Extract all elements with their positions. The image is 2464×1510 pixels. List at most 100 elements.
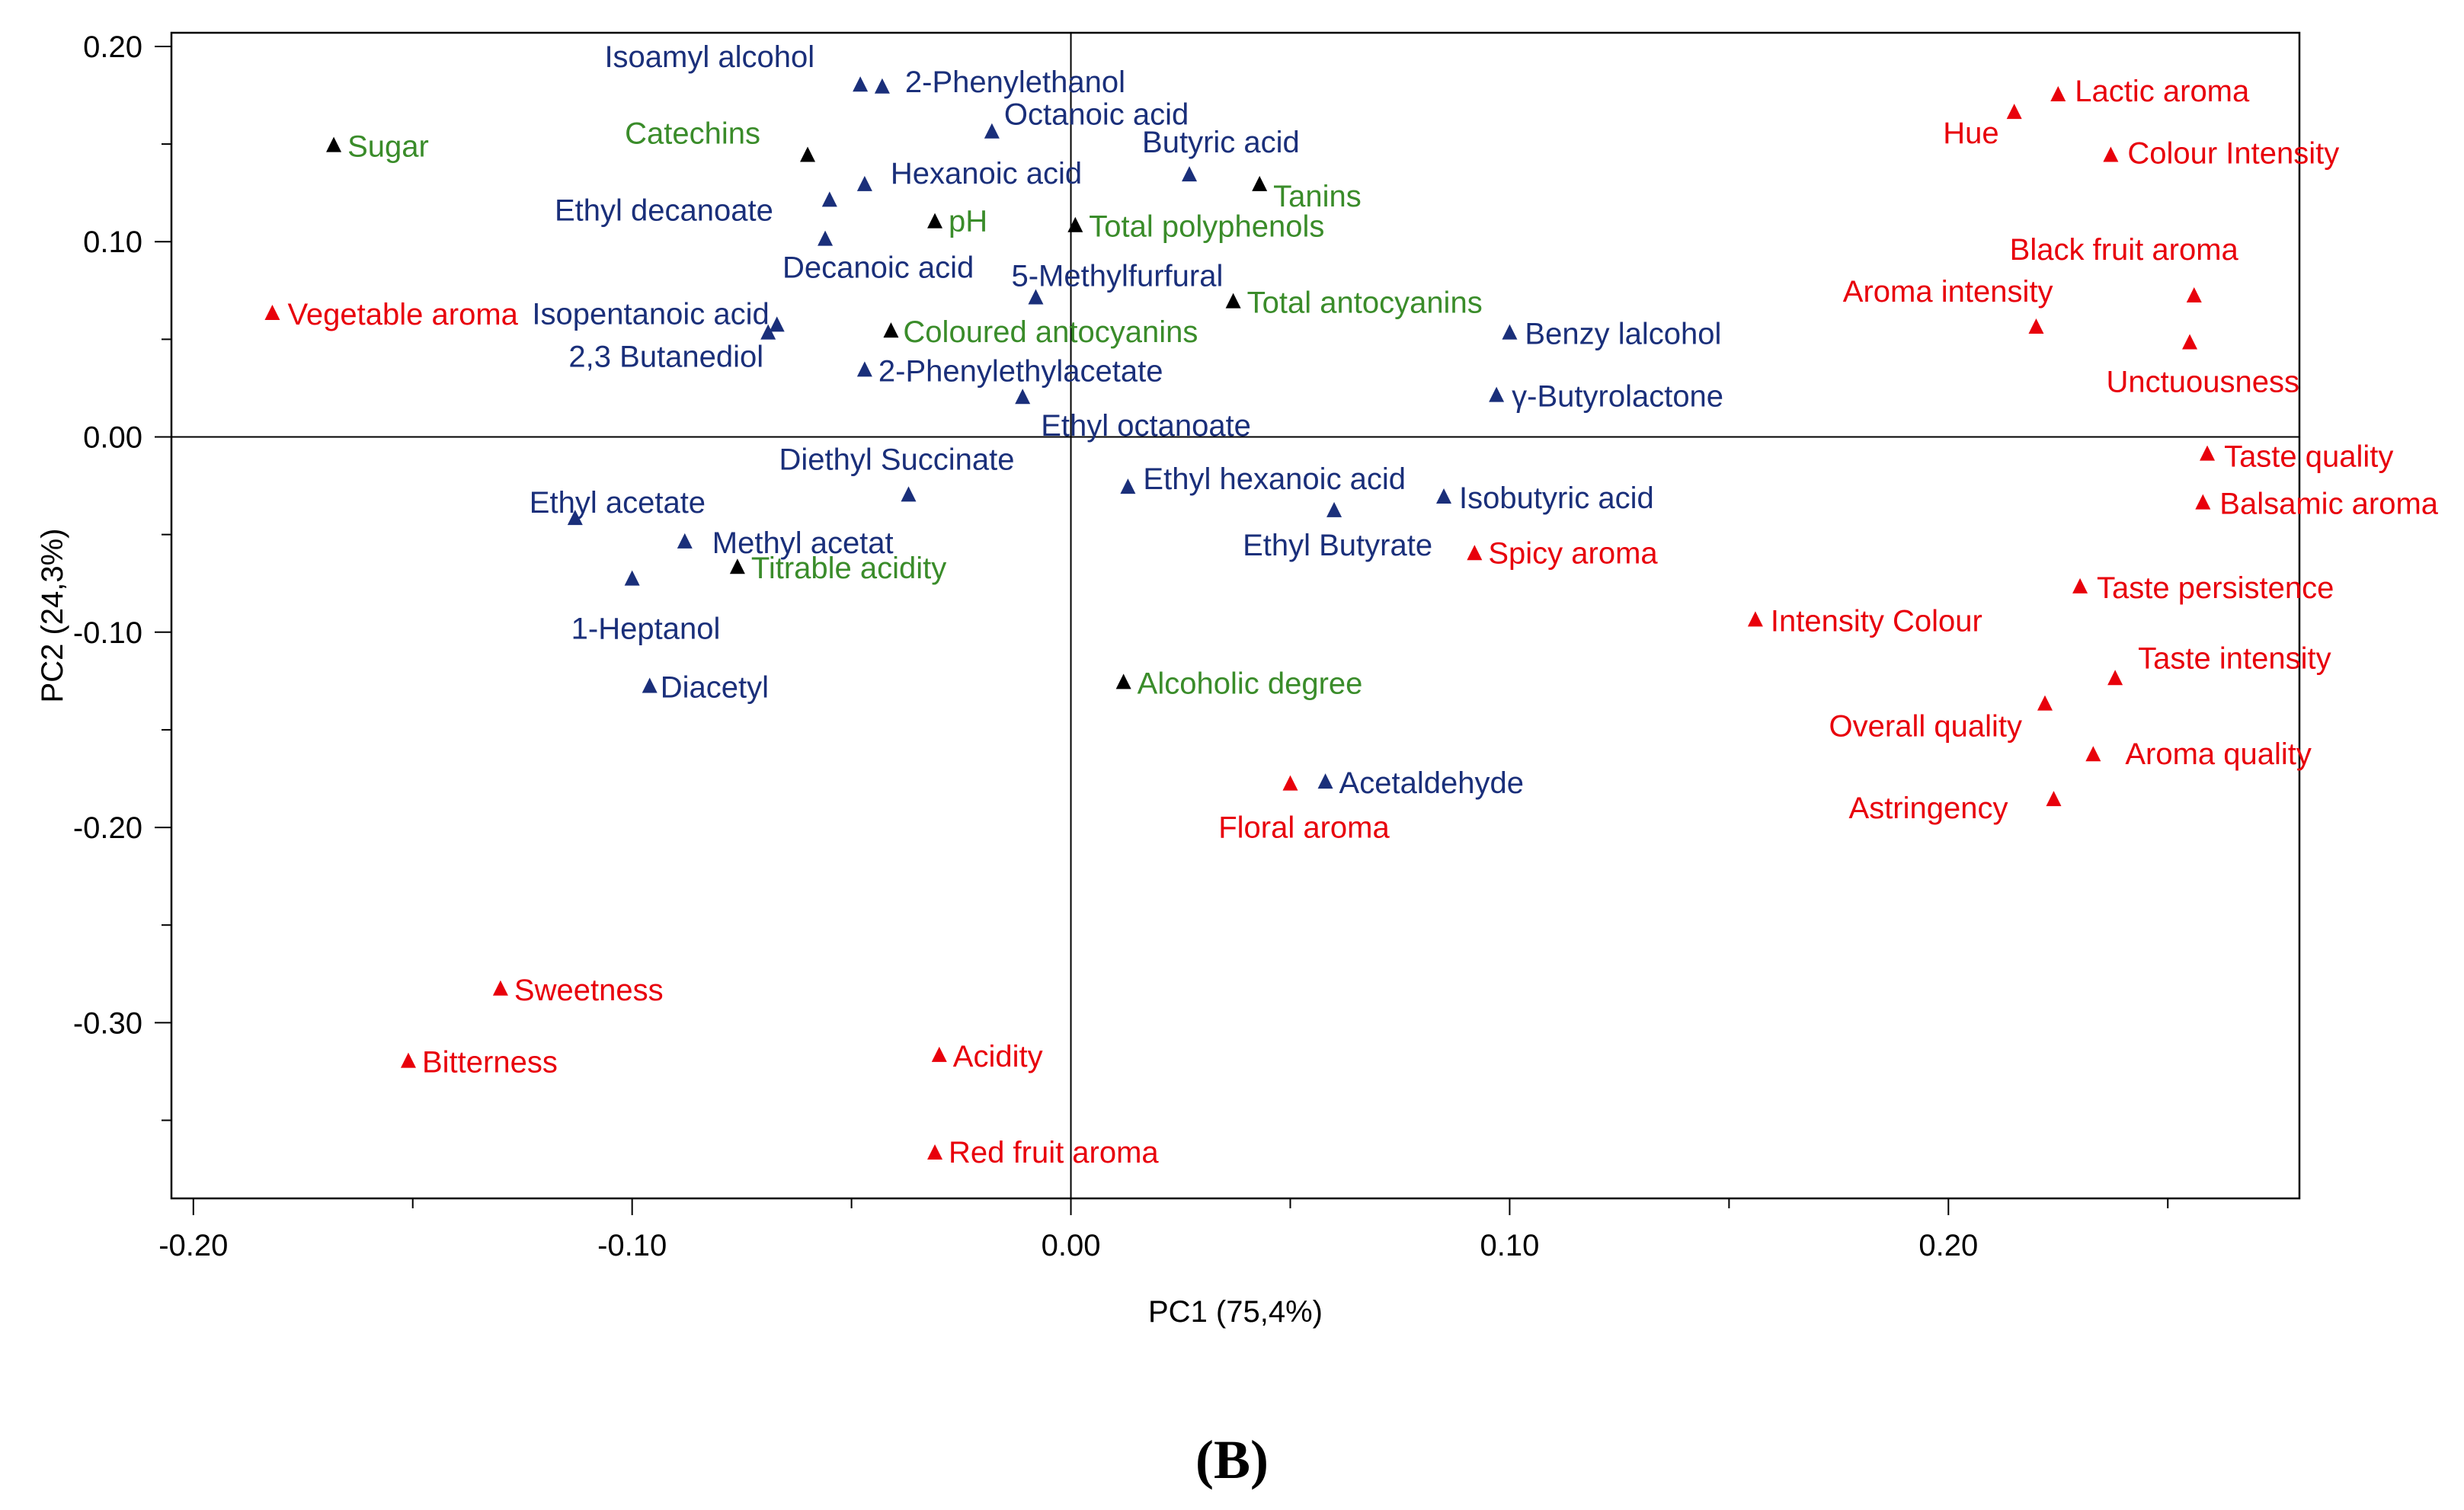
point-marker-butyric-acid — [1182, 166, 1198, 182]
x-axis-title: PC1 (75,4%) — [1148, 1295, 1323, 1329]
point-label-aroma-quality: Aroma quality — [2125, 737, 2312, 771]
point-marker-2-3-butanediol — [760, 324, 776, 340]
point-label-taste-intensity: Taste intensity — [2138, 641, 2331, 675]
point-marker-butyrolactone — [1489, 386, 1505, 402]
point-label-acidity: Acidity — [953, 1040, 1043, 1073]
point-label-total-antocyanins: Total antocyanins — [1247, 286, 1483, 320]
point-label-acetaldehyde: Acetaldehyde — [1339, 766, 1524, 800]
point-marker-hexanoic-acid — [856, 175, 872, 191]
point-label-ph: pH — [949, 205, 987, 238]
y-axis-title: PC2 (24,3%) — [36, 529, 69, 703]
point-marker-5-methylfurfural — [1028, 289, 1044, 305]
y-tick-label: 0.10 — [83, 226, 142, 259]
point-marker-diacetyl — [642, 677, 658, 693]
point-label-alcoholic-degree: Alcoholic degree — [1138, 667, 1363, 700]
point-label-sweetness: Sweetness — [514, 974, 664, 1007]
point-label-1-heptanol: 1-Heptanol — [571, 613, 721, 646]
point-label-decanoic-acid: Decanoic acid — [782, 251, 974, 285]
point-label-2-phenylethylacetate: 2-Phenylethylacetate — [878, 354, 1163, 388]
point-label-diethyl-succinate: Diethyl Succinate — [779, 443, 1014, 476]
y-tick-label: 0.20 — [83, 30, 142, 64]
point-marker-vegetable-aroma — [264, 305, 280, 321]
x-axis-ticks: -0.20 -0.10 0.00 0.10 0.20 — [158, 1198, 2169, 1262]
point-marker-diethyl-succinate — [901, 486, 917, 502]
point-marker-ethyl-butyrate — [1326, 501, 1342, 517]
point-marker-balsamic-aroma — [2195, 494, 2211, 510]
point-marker-lactic-aroma — [2050, 86, 2066, 102]
y-tick-label: -0.30 — [73, 1006, 142, 1040]
point-marker-2-phenylethylacetate — [856, 361, 872, 377]
point-marker-taste-quality — [2200, 445, 2216, 461]
series-sensory-attributes: Lactic aroma Hue Colour Intensity Black fru… — [264, 75, 2439, 1169]
point-label-ethyl-octanoate: Ethyl octanoate — [1041, 409, 1251, 443]
point-label-butyric-acid: Butyric acid — [1142, 126, 1300, 159]
point-label-isoamyl-alcohol: Isoamyl alcohol — [604, 40, 814, 74]
x-tick-label: 0.10 — [1480, 1229, 1539, 1262]
point-marker-isopentanoic-acid — [769, 316, 785, 332]
point-marker-ethyl-decanoate — [821, 191, 837, 207]
data-points: Lactic aroma Hue Colour Intensity Black fru… — [264, 40, 2439, 1169]
point-marker-black-fruit-aroma — [2186, 286, 2202, 302]
point-marker-ethyl-hexanoic-acid — [1120, 478, 1136, 494]
x-tick-label: 0.20 — [1918, 1229, 1978, 1262]
point-marker-catechins — [800, 146, 816, 162]
point-label-vegetable-aroma: Vegetable aroma — [287, 298, 518, 331]
point-label-diacetyl: Diacetyl — [661, 671, 769, 705]
point-marker-hue — [2006, 104, 2022, 120]
point-label-hue: Hue — [1943, 117, 1998, 150]
point-marker-astringency — [2046, 791, 2062, 807]
plot-frame — [170, 31, 2301, 1200]
point-label-ethyl-butyrate: Ethyl Butyrate — [1243, 529, 1432, 562]
point-label-astringency: Astringency — [1849, 792, 2008, 825]
point-marker-aroma-intensity — [2028, 318, 2044, 334]
point-label-black-fruit-aroma: Black fruit aroma — [2010, 233, 2239, 267]
point-label-methyl-acetat: Methyl acetat — [712, 526, 894, 560]
y-tick-label: -0.10 — [73, 616, 142, 650]
point-label-aroma-intensity: Aroma intensity — [1843, 275, 2053, 309]
point-marker-taste-persistence — [2072, 577, 2088, 593]
point-label-sugar: Sugar — [347, 130, 429, 164]
point-label-colour-intensity: Colour Intensity — [2127, 136, 2339, 170]
point-marker-red-fruit-aroma — [927, 1144, 943, 1160]
point-marker-isoamyl-alcohol — [853, 76, 869, 92]
point-marker-total-polyphenols — [1067, 216, 1083, 232]
point-marker-sweetness — [492, 980, 508, 996]
point-marker-methyl-acetat — [677, 533, 693, 549]
point-marker-1-heptanol — [624, 570, 640, 586]
point-marker-ph — [927, 213, 943, 229]
point-marker-isobutyric-acid — [1436, 488, 1452, 504]
point-label-5-methylfurfural: 5-Methylfurfural — [1011, 260, 1223, 293]
y-tick-label: 0.00 — [83, 421, 142, 455]
point-marker-colour-intensity — [2103, 146, 2119, 162]
point-label-overall-quality: Overall quality — [1829, 710, 2022, 744]
point-label-taste-persistence: Taste persistence — [2097, 571, 2334, 605]
point-label-red-fruit-aroma: Red fruit aroma — [949, 1136, 1159, 1169]
point-marker-acetaldehyde — [1317, 773, 1333, 789]
point-label-isopentanoic-acid: Isopentanoic acid — [532, 297, 769, 331]
point-label-tanins: Tanins — [1273, 180, 1362, 213]
point-marker-spicy-aroma — [1467, 545, 1483, 561]
point-marker-floral-aroma — [1282, 775, 1298, 791]
point-marker-benzy-lalcohol — [1502, 324, 1518, 340]
point-marker-ethyl-acetate — [567, 510, 583, 526]
point-label-octanoic-acid: Octanoic acid — [1004, 98, 1189, 132]
point-label-ethyl-decanoate: Ethyl decanoate — [555, 194, 773, 227]
point-marker-acidity — [931, 1046, 947, 1062]
point-marker-bitterness — [400, 1052, 416, 1068]
x-tick-label: -0.10 — [597, 1229, 667, 1262]
point-label-spicy-aroma: Spicy aroma — [1488, 536, 1658, 570]
point-label-catechins: Catechins — [625, 117, 760, 150]
point-marker-alcoholic-degree — [1115, 673, 1131, 689]
point-label-balsamic-aroma: Balsamic aroma — [2219, 488, 2439, 521]
y-tick-label: -0.20 — [73, 811, 142, 845]
point-label-bitterness: Bitterness — [422, 1046, 558, 1080]
point-label-intensity-colour: Intensity Colour — [1771, 604, 1982, 638]
point-marker-unctuousness — [2182, 334, 2198, 350]
point-marker-overall-quality — [2037, 695, 2053, 711]
point-label-titrable-acidity: Titrable acidity — [751, 552, 946, 585]
point-label-hexanoic-acid: Hexanoic acid — [891, 157, 1082, 190]
